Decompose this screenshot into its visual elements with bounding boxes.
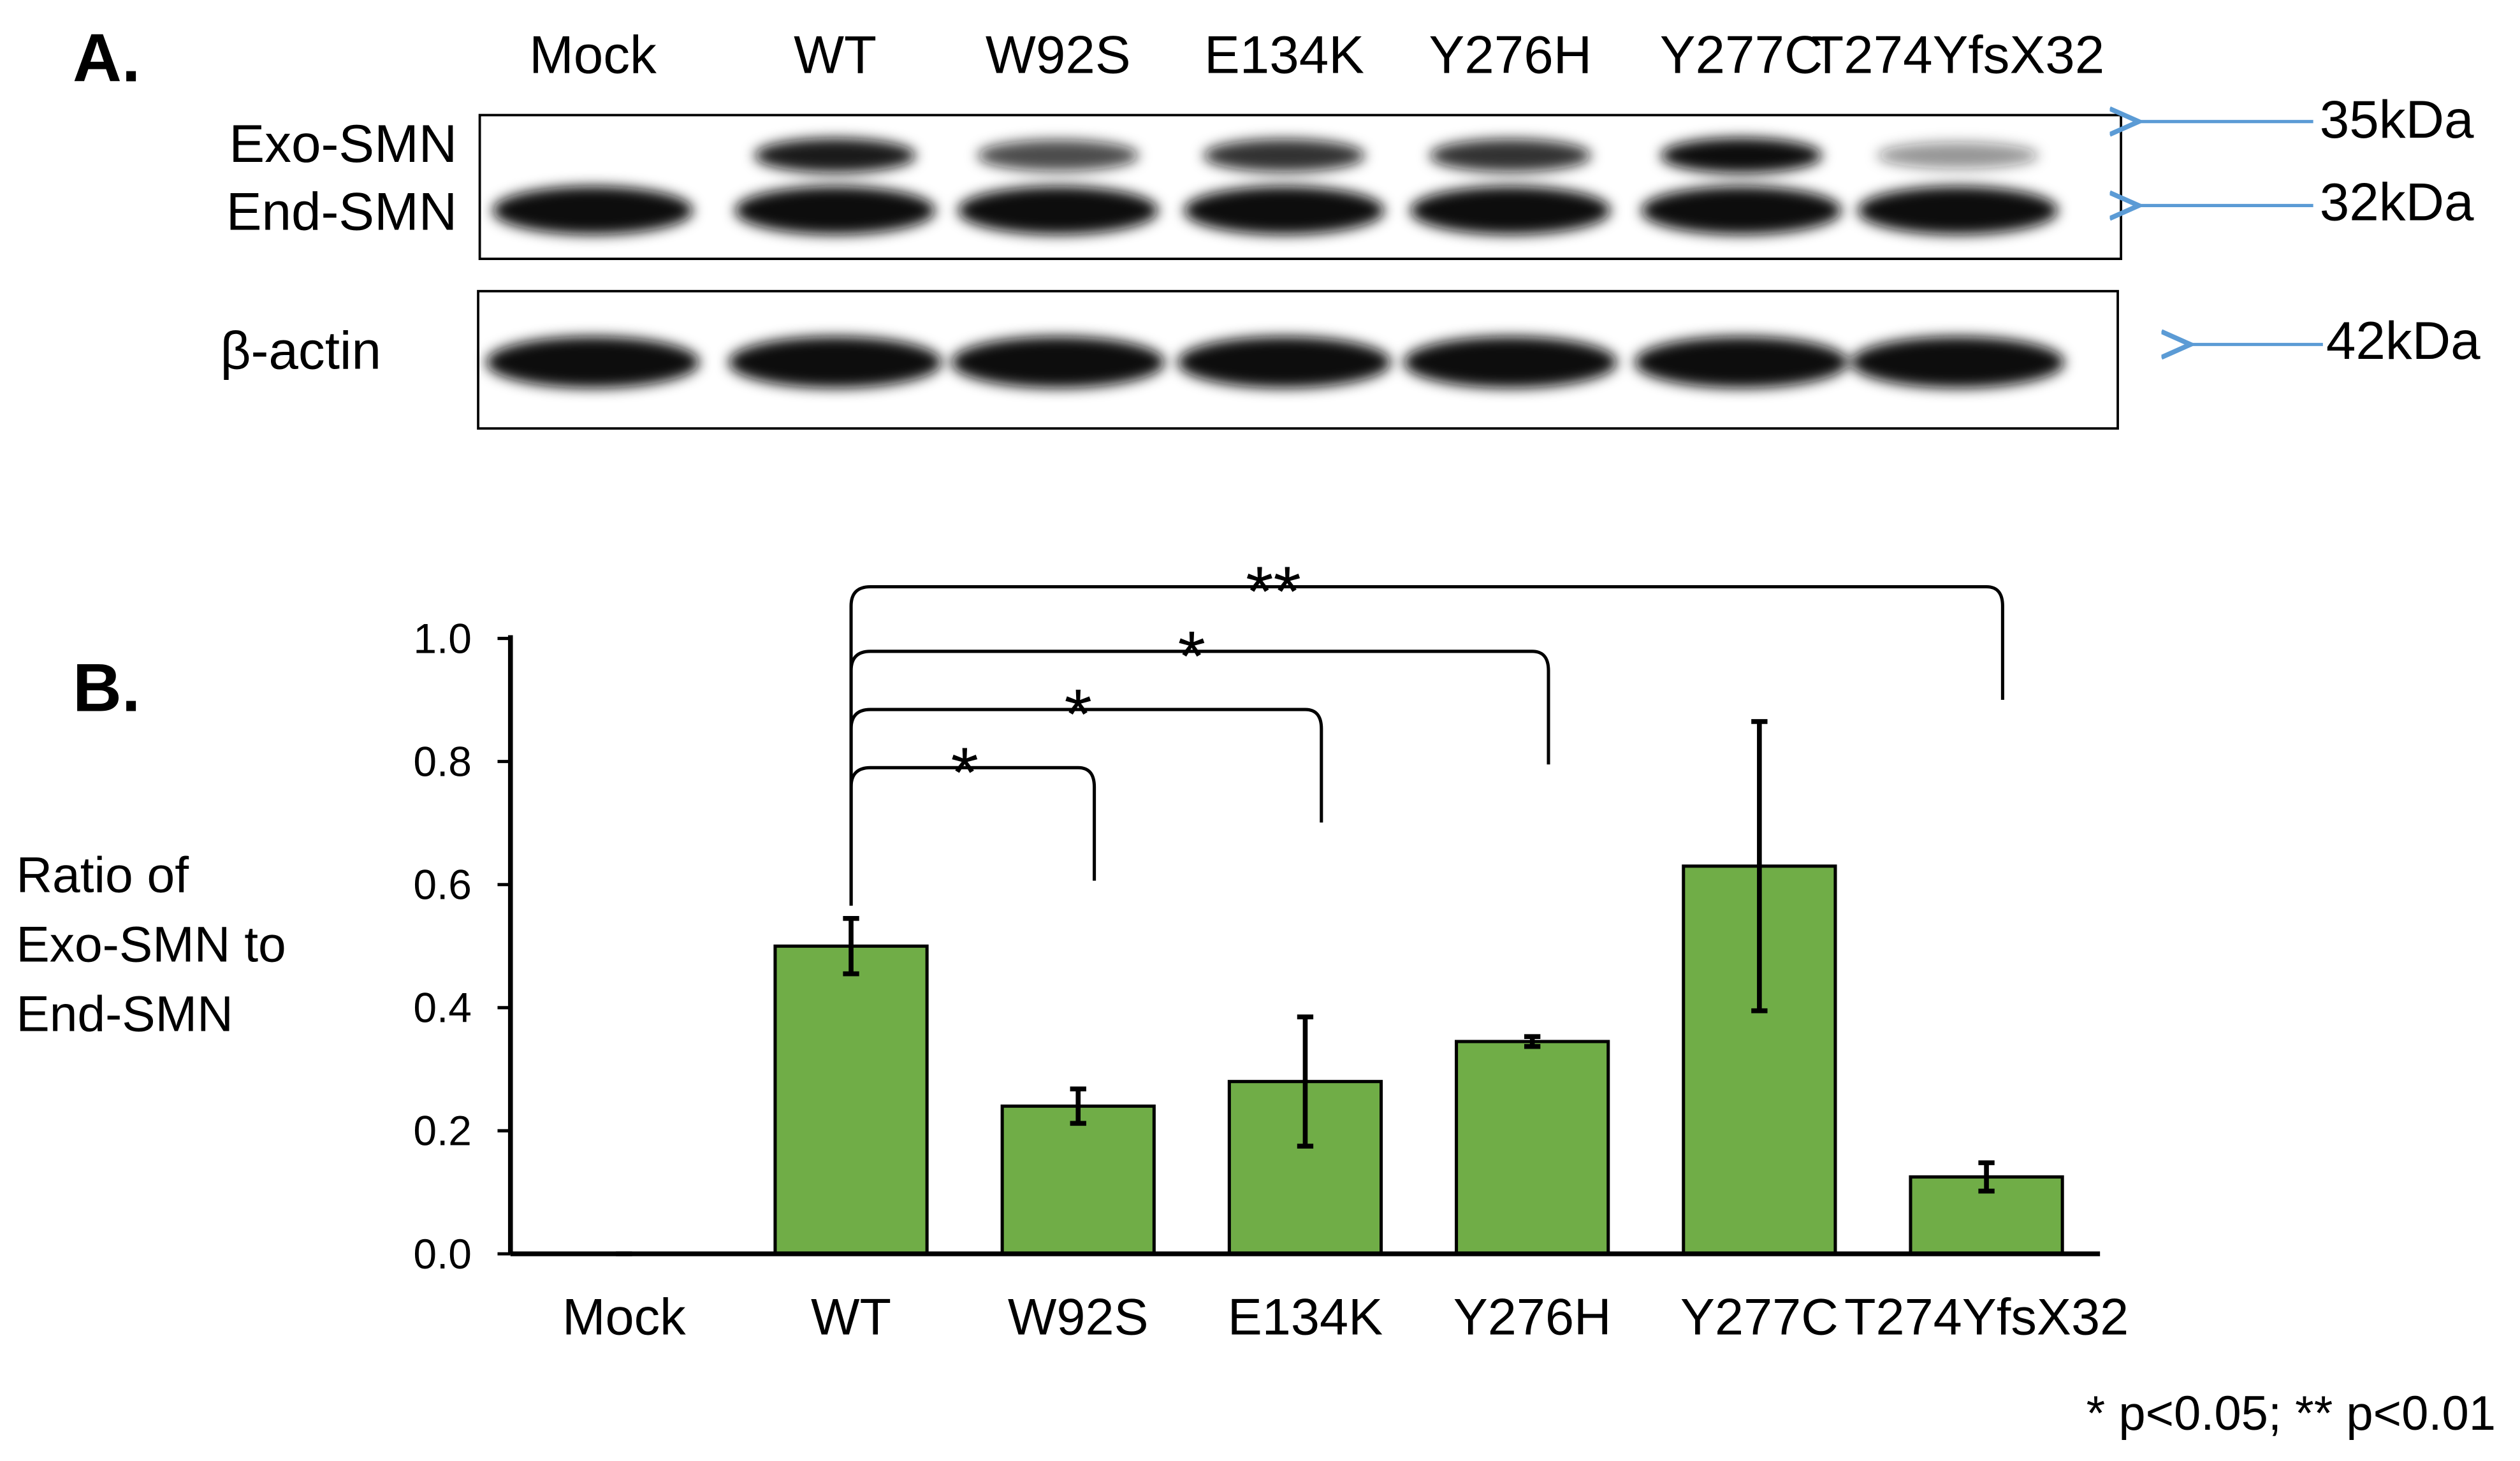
lane-label: W92S <box>986 25 1131 85</box>
x-tick-label: W92S <box>1008 1289 1149 1346</box>
significance-label: * <box>1065 674 1092 754</box>
lane-label: E134K <box>1204 25 1364 85</box>
y-tick-label: 0.2 <box>413 1107 472 1154</box>
size-marker: 32kDa <box>2320 171 2474 231</box>
band <box>492 186 694 235</box>
blot-bands <box>486 138 2065 388</box>
band-label: End-SMN <box>226 181 457 241</box>
error-bar <box>1297 1014 1314 1149</box>
significance-bracket <box>849 585 2004 906</box>
size-marker: 42kDa <box>2326 310 2480 370</box>
size-marker: 35kDa <box>2320 89 2474 149</box>
panel-label: A. <box>73 20 140 96</box>
lane-label: Mock <box>529 25 657 85</box>
footnote: * p<0.05; ** p<0.01 <box>2087 1386 2496 1441</box>
panel-label: B. <box>73 650 140 726</box>
band <box>958 186 1158 235</box>
x-tick-label: T274YfsX32 <box>1844 1289 2129 1346</box>
error-bar <box>1070 1086 1086 1126</box>
significance-label: * <box>1178 616 1205 695</box>
band <box>1877 142 2039 169</box>
y-axis-label: End-SMN <box>16 985 233 1042</box>
band <box>1404 336 1617 388</box>
x-tick-label: E134K <box>1228 1289 1383 1346</box>
y-tick-label: 1.0 <box>413 614 472 662</box>
y-tick-label: 0.6 <box>413 861 472 908</box>
error-bar <box>843 916 859 977</box>
bar <box>1000 1104 1156 1256</box>
error-bar <box>1978 1160 1995 1194</box>
band <box>1851 336 2065 388</box>
band <box>1177 336 1391 388</box>
band <box>1184 186 1385 235</box>
band <box>977 140 1139 171</box>
band <box>1635 336 1848 388</box>
band-label: β-actin <box>220 320 381 380</box>
band <box>951 336 1165 388</box>
significance-label: ** <box>1246 551 1301 631</box>
lane-label: WT <box>794 25 877 85</box>
lane-label: T274YfsX32 <box>1811 25 2104 85</box>
band <box>754 138 916 173</box>
x-tick-label: Y276H <box>1453 1289 1612 1346</box>
band <box>1429 138 1591 172</box>
x-tick-label: WT <box>811 1289 891 1346</box>
lane-label: Y277C <box>1660 25 1823 85</box>
band-label: Exo-SMN <box>229 113 457 173</box>
error-bar <box>1524 1034 1541 1049</box>
bar <box>1455 1040 1610 1256</box>
band <box>1410 186 1611 235</box>
band <box>1641 186 1842 235</box>
y-tick-label: 0.8 <box>413 738 472 785</box>
band <box>486 336 700 388</box>
y-tick-label: 0.0 <box>413 1230 472 1277</box>
error-bar <box>1751 719 1768 1014</box>
y-axis-label: Exo-SMN to <box>16 916 286 972</box>
band <box>1660 138 1823 173</box>
significance-label: * <box>950 732 978 812</box>
lane-label: Y276H <box>1429 25 1592 85</box>
y-axis-label: Ratio of <box>16 847 189 903</box>
x-tick-label: Y277C <box>1680 1289 1839 1346</box>
x-tick-label: Mock <box>562 1289 686 1346</box>
y-tick-label: 0.4 <box>413 984 472 1031</box>
band <box>1858 186 2058 235</box>
band <box>728 336 942 388</box>
band <box>1203 138 1366 172</box>
band <box>734 186 936 235</box>
bar <box>773 944 929 1256</box>
